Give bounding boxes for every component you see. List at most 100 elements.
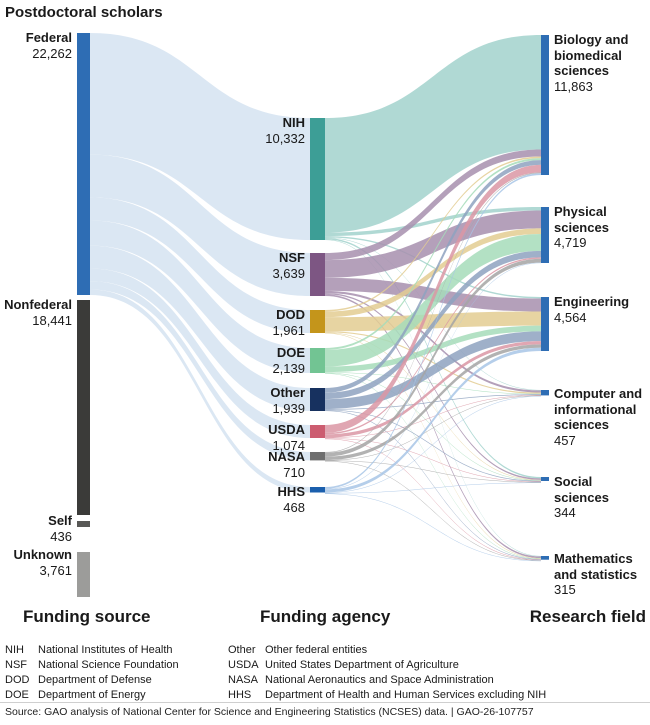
footer-divider xyxy=(0,702,650,703)
flow-hhs-eng xyxy=(325,347,541,493)
node-math xyxy=(541,556,549,560)
flow-nasa-phys xyxy=(325,258,541,457)
flow-doe-math xyxy=(325,373,541,560)
node-other xyxy=(310,388,325,411)
node-label-self: Self 436 xyxy=(48,513,72,544)
flow-hhs-phys xyxy=(325,262,541,490)
flow-federal-hhs xyxy=(90,289,310,493)
flow-doe-cs xyxy=(325,372,541,395)
flow-other-soc xyxy=(325,409,541,482)
flow-hhs-cs xyxy=(325,396,541,493)
flow-nasa-math xyxy=(325,461,541,561)
flow-nih-phys xyxy=(325,207,541,237)
legend-row-nasa: NASA National Aeronautics and Space Admin… xyxy=(228,674,494,687)
flow-other-math xyxy=(325,410,541,560)
node-label-engineering: Engineering 4,564 xyxy=(554,294,630,325)
node-nasa xyxy=(310,452,325,461)
legend-row-dod: DOD Department of Defense xyxy=(5,674,152,687)
legend-row-usda: USDA United States Department of Agricult… xyxy=(228,659,459,672)
legend-abbr: NSF xyxy=(5,659,27,671)
node-nih xyxy=(310,118,325,240)
node-label-unknown: Unknown 3,761 xyxy=(13,547,73,578)
flow-federal-nasa xyxy=(90,281,310,461)
node-label-nsf: NSF 3,639 xyxy=(272,250,305,281)
legend-row-hhs: HHS Department of Health and Human Servic… xyxy=(228,689,546,702)
legend-row-other: Other Other federal entities xyxy=(228,644,367,657)
flow-nasa-cs xyxy=(325,395,541,461)
legend-abbr: NASA xyxy=(228,674,258,686)
source-line: Source: GAO analysis of National Center … xyxy=(5,706,534,718)
flow-nih-math xyxy=(325,239,541,557)
node-eng xyxy=(541,297,549,351)
flow-dod-bio xyxy=(325,156,541,312)
flow-dod-eng xyxy=(325,311,541,332)
flow-usda-phys xyxy=(325,257,541,435)
flow-nsf-cs xyxy=(325,290,541,393)
flow-nih-cs xyxy=(325,237,541,391)
chart-title: Postdoctoral scholars xyxy=(5,4,163,21)
node-label-usda: USDA 1,074 xyxy=(268,422,305,453)
legend-abbr: HHS xyxy=(228,689,252,701)
flow-federal-nih xyxy=(90,33,310,240)
flow-doe-soc xyxy=(325,372,541,481)
node-usda xyxy=(310,425,325,438)
flow-nsf-soc xyxy=(325,292,541,480)
node-soc xyxy=(541,477,549,481)
node-label-physical: Physical sciences 4,719 xyxy=(554,204,609,250)
flow-federal-doe xyxy=(90,220,310,373)
node-label-doe: DOE 2,139 xyxy=(272,345,305,376)
legend-def: National Aeronautics and Space Administr… xyxy=(265,674,494,686)
legend-def: Department of Defense xyxy=(38,674,152,686)
flow-dod-soc xyxy=(325,332,541,481)
flow-nasa-eng xyxy=(325,344,541,461)
node-self xyxy=(77,521,90,527)
node-label-social: Social sciences 344 xyxy=(554,474,609,520)
legend-row-nih: NIH National Institutes of Health xyxy=(5,644,173,657)
flow-hhs-math xyxy=(325,493,541,562)
flow-usda-soc xyxy=(325,438,541,483)
flow-other-eng xyxy=(325,331,541,409)
column-header-research-field: Research field xyxy=(529,607,646,626)
legend-def: National Science Foundation xyxy=(38,659,179,671)
legend-def: United States Department of Agriculture xyxy=(265,659,459,671)
flow-usda-bio xyxy=(325,164,541,433)
node-label-nih: NIH 10,332 xyxy=(265,115,305,146)
flow-dod-cs xyxy=(325,331,541,394)
flow-doe-eng xyxy=(325,325,541,373)
flow-nasa-soc xyxy=(325,460,541,483)
flow-federal-usda xyxy=(90,268,310,438)
legend-abbr: DOD xyxy=(5,674,30,686)
node-label-computer: Computer and informational sciences 457 xyxy=(554,386,643,448)
column-header-funding-agency: Funding agency xyxy=(260,607,391,626)
node-dod xyxy=(310,310,325,333)
flow-hhs-soc xyxy=(325,482,541,494)
legend-def: Department of Energy xyxy=(38,689,146,701)
flow-usda-math xyxy=(325,438,541,561)
flow-federal-dod xyxy=(90,197,310,333)
legend-row-doe: DOE Department of Energy xyxy=(5,689,146,702)
node-cs xyxy=(541,390,549,396)
legend-abbr: DOE xyxy=(5,689,29,701)
node-label-nonfederal: Nonfederal 18,441 xyxy=(4,297,72,328)
node-nsf xyxy=(310,253,325,296)
flow-federal-other xyxy=(90,245,310,411)
legend-abbr: NIH xyxy=(5,644,24,656)
node-bio xyxy=(541,35,549,175)
node-label-other: Other 1,939 xyxy=(270,385,305,416)
flow-nsf-bio xyxy=(325,149,541,261)
flow-usda-eng xyxy=(325,341,541,438)
legend-def: Department of Health and Human Services … xyxy=(265,689,547,701)
node-hhs xyxy=(310,487,325,493)
legend-abbr: USDA xyxy=(228,659,259,671)
flow-usda-cs xyxy=(325,395,541,439)
column-header-funding-source: Funding source xyxy=(23,607,151,626)
flow-nih-eng xyxy=(325,236,541,299)
legend-row-nsf: NSF National Science Foundation xyxy=(5,659,179,672)
flow-nasa-bio xyxy=(325,172,541,453)
flow-other-phys xyxy=(325,250,541,400)
flow-nih-bio xyxy=(325,35,541,233)
node-label-mathematics: Mathematics and statistics 315 xyxy=(554,551,638,597)
legend-def: Other federal entities xyxy=(265,644,368,656)
